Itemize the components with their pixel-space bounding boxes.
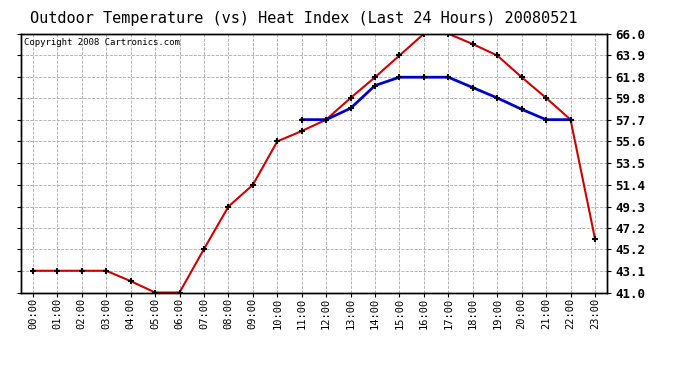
Text: Outdoor Temperature (vs) Heat Index (Last 24 Hours) 20080521: Outdoor Temperature (vs) Heat Index (Las… bbox=[30, 11, 578, 26]
Text: Copyright 2008 Cartronics.com: Copyright 2008 Cartronics.com bbox=[23, 38, 179, 46]
